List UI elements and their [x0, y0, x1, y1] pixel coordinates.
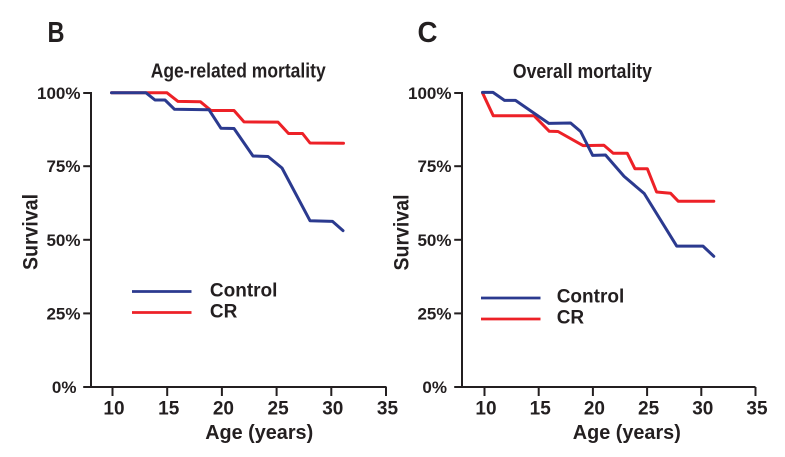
svg-text:Age-related mortality: Age-related mortality	[151, 61, 327, 83]
svg-text:CR: CR	[557, 308, 585, 329]
svg-text:50%: 50%	[417, 231, 451, 250]
svg-text:Survival: Survival	[20, 194, 43, 270]
svg-text:50%: 50%	[46, 231, 80, 250]
svg-text:30: 30	[692, 398, 713, 419]
svg-text:Age (years): Age (years)	[573, 422, 681, 444]
svg-text:15: 15	[158, 398, 180, 419]
svg-text:25: 25	[638, 398, 660, 419]
svg-text:20: 20	[584, 398, 605, 419]
svg-text:CR: CR	[210, 302, 238, 323]
svg-text:25: 25	[268, 398, 290, 419]
svg-text:B: B	[48, 17, 65, 49]
svg-text:Survival: Survival	[391, 195, 414, 271]
svg-text:Age (years): Age (years)	[205, 422, 313, 444]
svg-text:35: 35	[377, 398, 399, 419]
svg-text:75%: 75%	[417, 157, 451, 176]
svg-text:Control: Control	[557, 287, 625, 308]
svg-text:100%: 100%	[408, 84, 451, 103]
svg-text:100%: 100%	[37, 84, 80, 103]
svg-text:25%: 25%	[46, 304, 80, 323]
svg-text:10: 10	[475, 398, 496, 419]
svg-text:0%: 0%	[52, 378, 77, 397]
svg-text:0%: 0%	[422, 378, 447, 397]
svg-text:Control: Control	[210, 281, 278, 302]
svg-text:C: C	[418, 17, 438, 49]
svg-text:20: 20	[213, 398, 234, 419]
svg-text:25%: 25%	[417, 304, 451, 323]
svg-text:75%: 75%	[46, 157, 80, 176]
svg-text:Overall mortality: Overall mortality	[513, 61, 653, 83]
svg-text:15: 15	[530, 398, 552, 419]
svg-text:30: 30	[322, 398, 343, 419]
svg-text:35: 35	[746, 398, 768, 419]
svg-text:10: 10	[103, 398, 124, 419]
